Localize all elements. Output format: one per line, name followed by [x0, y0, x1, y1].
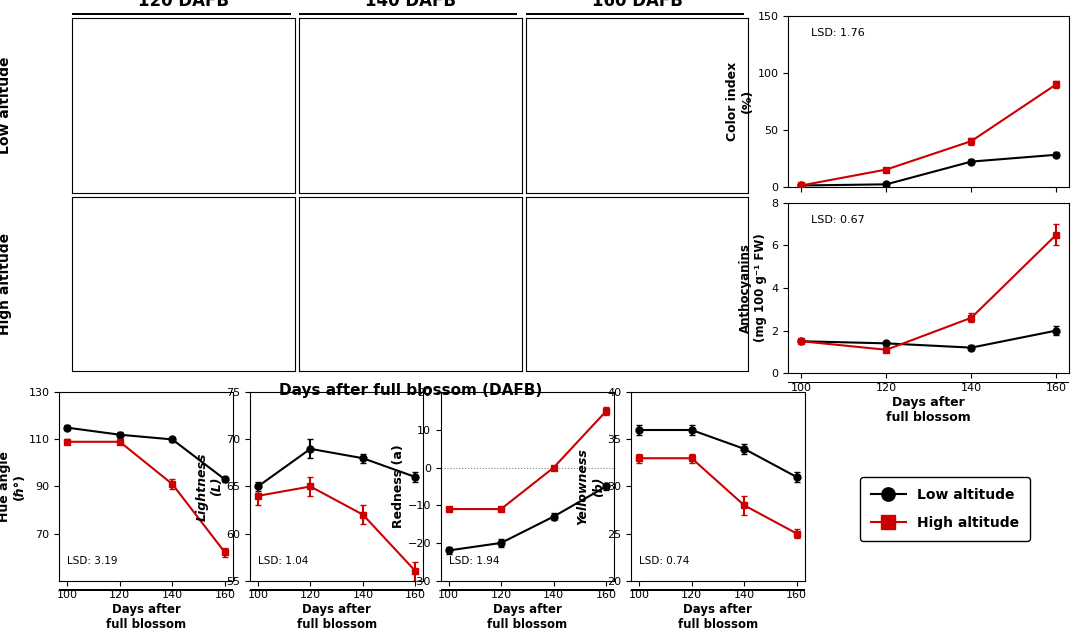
- Text: LSD: 1.76: LSD: 1.76: [811, 28, 865, 38]
- Y-axis label: Redness (a): Redness (a): [392, 445, 405, 528]
- Text: 140 DAFB: 140 DAFB: [365, 0, 456, 10]
- X-axis label: Days after
full blossom: Days after full blossom: [487, 603, 567, 631]
- Text: 120 DAFB: 120 DAFB: [138, 0, 229, 10]
- Y-axis label: Lightness
(L): Lightness (L): [195, 452, 224, 521]
- Text: LSD: 1.04: LSD: 1.04: [258, 556, 308, 565]
- X-axis label: Days after
full blossom: Days after full blossom: [887, 396, 971, 424]
- Text: 160 DAFB: 160 DAFB: [592, 0, 683, 10]
- X-axis label: Days after
full blossom: Days after full blossom: [106, 603, 186, 631]
- Y-axis label: Anthocyanins
(mg 100 g⁻¹ FW): Anthocyanins (mg 100 g⁻¹ FW): [740, 234, 768, 342]
- Text: LSD: 0.74: LSD: 0.74: [639, 556, 689, 565]
- Text: LSD: 0.67: LSD: 0.67: [811, 214, 865, 225]
- Text: LSD: 1.94: LSD: 1.94: [448, 556, 499, 565]
- Y-axis label: Yellowness
(b): Yellowness (b): [577, 448, 605, 525]
- X-axis label: Days after
full blossom: Days after full blossom: [297, 603, 377, 631]
- Text: LSD: 3.19: LSD: 3.19: [67, 556, 118, 565]
- Legend: Low altitude, High altitude: Low altitude, High altitude: [860, 477, 1030, 541]
- X-axis label: Days after
full blossom: Days after full blossom: [678, 603, 758, 631]
- Y-axis label: Color index
(%): Color index (%): [726, 62, 754, 141]
- Text: Days after full blossom (DAFB): Days after full blossom (DAFB): [279, 383, 542, 398]
- Text: Low altitude: Low altitude: [0, 57, 12, 154]
- Text: High altitude: High altitude: [0, 233, 12, 335]
- Y-axis label: Hue angle
(ℏ°): Hue angle (ℏ°): [0, 451, 26, 522]
